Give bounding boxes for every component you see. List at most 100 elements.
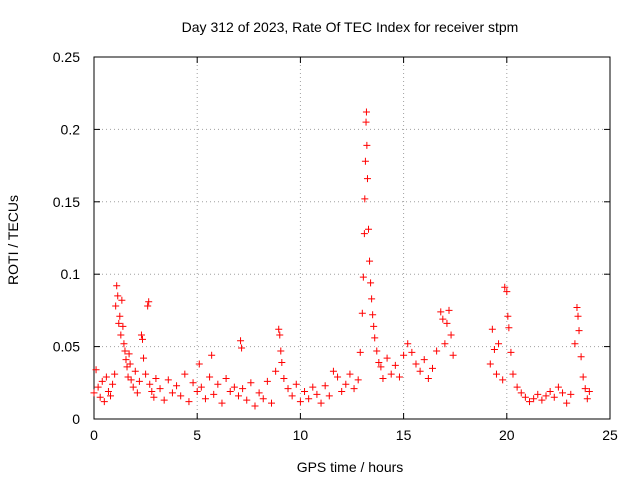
data-point [420,356,428,364]
data-point [206,373,214,381]
data-point [379,374,387,382]
data-point [177,392,185,400]
data-point [127,376,135,384]
y-tick-label: 0 [72,411,80,427]
data-point [416,367,424,375]
data-point [534,390,542,398]
data-point [160,396,168,404]
data-point [96,393,104,401]
data-point [98,377,106,385]
data-point [507,348,515,356]
data-point [363,141,371,149]
data-point [301,387,309,395]
data-point [361,157,369,165]
data-point [156,385,164,393]
grid-lines [94,57,610,419]
data-point [338,387,346,395]
data-point [342,380,350,388]
data-point [321,382,329,390]
data-point [571,340,579,348]
data-point [197,383,205,391]
data-point [583,395,591,403]
data-point [90,389,98,397]
data-point [92,366,100,374]
plot-frame [93,56,611,420]
data-point [383,354,391,362]
data-point [356,348,364,356]
data-point [373,347,381,355]
data-point [278,359,286,367]
data-point [488,325,496,333]
data-point [243,396,251,404]
data-point [503,288,511,296]
data-point [131,367,139,375]
data-point [350,385,358,393]
data-point [150,393,158,401]
data-point [575,327,583,335]
data-point [366,257,374,265]
tick-labels: 0 5 10 15 20 25 0 0.05 0.1 0.15 0.2 0.25 [53,49,618,443]
data-point [370,322,378,330]
y-tick-label: 0.1 [61,266,81,282]
data-point [367,279,375,287]
data-point [168,389,176,397]
data-point [449,351,457,359]
data-point [391,361,399,369]
data-point [145,298,153,306]
data-point [387,370,395,378]
data-point [146,380,154,388]
data-point [117,331,125,339]
data-point [365,225,373,233]
data-point [445,306,453,314]
x-tick-label: 15 [396,427,412,443]
data-point [104,387,112,395]
data-point [513,383,521,391]
data-point [577,353,585,361]
data-point [115,319,123,327]
data-point [288,392,296,400]
data-point [230,383,238,391]
data-point [118,296,126,304]
data-point [107,392,115,400]
data-point [368,295,376,303]
data-point [251,402,259,410]
data-point [360,230,368,238]
data-point [114,292,122,300]
data-point [554,383,562,391]
data-point [210,390,218,398]
x-tick-label: 25 [602,427,618,443]
data-point [550,393,558,401]
data-point [486,360,494,368]
y-tick-label: 0.25 [53,49,80,65]
data-point [325,392,333,400]
x-tick-label: 10 [293,427,309,443]
data-point [226,387,234,395]
data-point [140,354,148,362]
data-point [362,108,370,116]
x-tick-label: 5 [193,427,201,443]
data-point [412,360,420,368]
data-point [354,376,362,384]
data-point [358,309,366,317]
data-point [100,398,108,406]
data-point [94,383,102,391]
x-tick-label: 0 [90,427,98,443]
data-point [148,387,156,395]
data-point [495,340,503,348]
data-point [309,383,317,391]
data-point [567,390,575,398]
data-point [443,319,451,327]
data-point [362,118,370,126]
data-point [280,374,288,382]
data-point [305,395,313,403]
y-tick-label: 0.05 [53,339,80,355]
data-point [218,399,226,407]
data-point [139,335,147,343]
x-axis-label: GPS time / hours [297,459,404,475]
data-point [521,393,529,401]
data-point [181,370,189,378]
data-point [122,356,130,364]
data-point [490,345,498,353]
data-point [400,351,408,359]
data-points [90,108,593,410]
